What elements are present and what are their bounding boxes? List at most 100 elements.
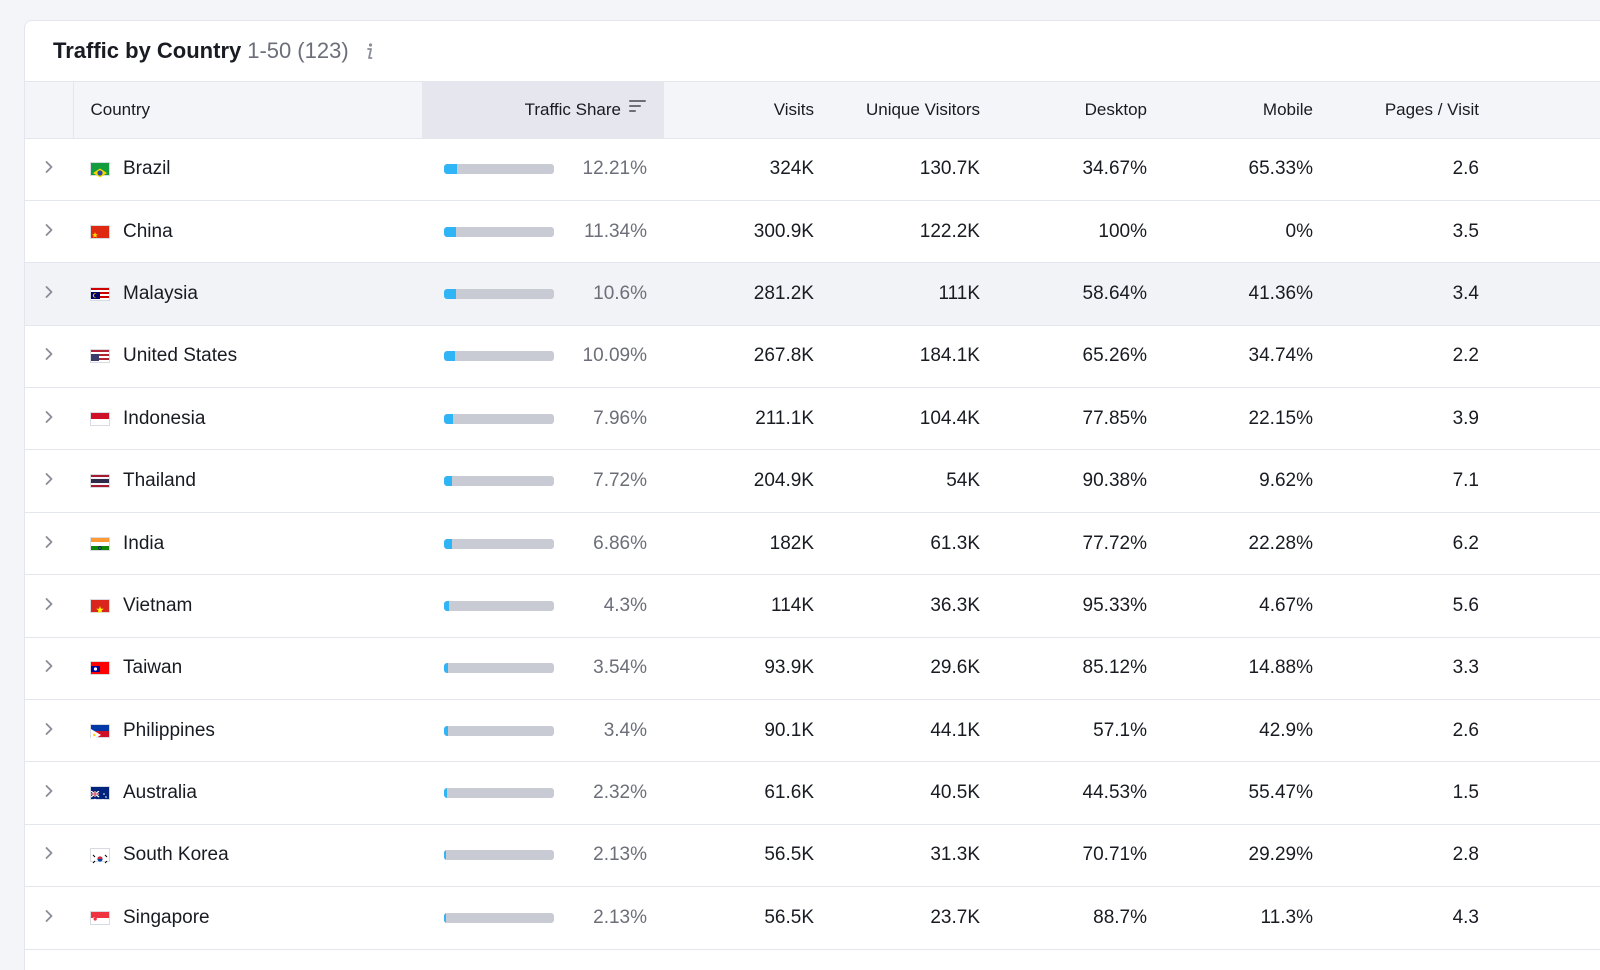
desktop-value: 88.7%	[997, 886, 1164, 950]
chevron-right-icon[interactable]	[44, 533, 54, 554]
desktop-value: 77.72%	[997, 512, 1164, 576]
table-row-india[interactable]: India 6.86% 182K 61.3K 77.72% 22.28% 6.2	[25, 512, 1600, 576]
chevron-right-icon[interactable]	[44, 782, 54, 803]
unique-visitors-value: 54K	[831, 449, 997, 513]
visits-value: 93.9K	[664, 637, 831, 701]
table-header-row: Country Traffic Share Visits Unique Visi…	[25, 82, 1600, 139]
pages-visit-value: 2.8	[1330, 824, 1496, 888]
chevron-right-icon[interactable]	[44, 470, 54, 491]
expand-cell[interactable]	[25, 512, 73, 576]
desktop-value: 77.85%	[997, 387, 1164, 451]
column-header-traffic-share[interactable]: Traffic Share	[422, 82, 664, 139]
visits-value: 182K	[664, 512, 831, 576]
traffic-share-bar-fill	[444, 351, 456, 362]
chevron-right-icon[interactable]	[44, 283, 54, 304]
table-row-philippines[interactable]: Philippines 3.4% 90.1K 44.1K 57.1% 42.9%…	[25, 699, 1600, 763]
expand-cell[interactable]	[25, 262, 73, 326]
spacer-cell	[1496, 387, 1600, 451]
table-row-malaysia[interactable]: Malaysia 10.6% 281.2K 111K 58.64% 41.36%…	[25, 262, 1600, 326]
expand-cell[interactable]	[25, 824, 73, 888]
desktop-value: 90.38%	[997, 449, 1164, 513]
flag-au-icon	[90, 786, 110, 802]
unique-visitors-value: 36.3K	[831, 574, 997, 638]
table-row-australia[interactable]: Australia 2.32% 61.6K 40.5K 44.53% 55.47…	[25, 761, 1600, 825]
column-header-pages-visit[interactable]: Pages / Visit	[1330, 82, 1496, 139]
traffic-share-bar-fill	[444, 226, 457, 237]
spacer-cell	[1496, 886, 1600, 950]
spacer-cell	[1496, 200, 1600, 264]
expand-cell[interactable]	[25, 387, 73, 451]
unique-visitors-value: 40.5K	[831, 761, 997, 825]
table-row-thailand[interactable]: Thailand 7.72% 204.9K 54K 90.38% 9.62% 7…	[25, 449, 1600, 513]
traffic-share-cell: 2.13%	[422, 824, 664, 888]
table-row-taiwan[interactable]: Taiwan 3.54% 93.9K 29.6K 85.12% 14.88% 3…	[25, 637, 1600, 701]
table-row-china[interactable]: China 11.34% 300.9K 122.2K 100% 0% 3.5	[25, 200, 1600, 264]
expand-cell[interactable]	[25, 886, 73, 950]
column-header-visits[interactable]: Visits	[664, 82, 831, 139]
table-row-singapore[interactable]: Singapore 2.13% 56.5K 23.7K 88.7% 11.3% …	[25, 886, 1600, 950]
traffic-share-cell: 3.4%	[422, 699, 664, 763]
mobile-value: 22.15%	[1164, 387, 1330, 451]
country-name: China	[123, 220, 173, 242]
unique-visitors-value: 44.1K	[831, 699, 997, 763]
chevron-right-icon[interactable]	[44, 408, 54, 429]
chevron-right-icon[interactable]	[44, 657, 54, 678]
expand-cell[interactable]	[25, 200, 73, 264]
traffic-share-bar	[444, 164, 554, 175]
chevron-right-icon[interactable]	[44, 720, 54, 741]
expand-cell[interactable]	[25, 761, 73, 825]
desktop-value: 58.64%	[997, 262, 1164, 326]
chevron-right-icon[interactable]	[44, 221, 54, 242]
column-header-traffic-share-label: Traffic Share	[524, 99, 621, 119]
chevron-right-icon[interactable]	[44, 907, 54, 928]
traffic-share-cell: 6.86%	[422, 512, 664, 576]
table-body: Brazil 12.21% 324K 130.7K 34.67% 65.33% …	[25, 138, 1600, 950]
expand-cell[interactable]	[25, 138, 73, 201]
chevron-right-icon[interactable]	[44, 158, 54, 179]
info-icon[interactable]	[361, 41, 377, 61]
country-cell: Thailand	[73, 449, 422, 513]
traffic-share-cell: 10.6%	[422, 262, 664, 326]
country-name: India	[123, 532, 165, 554]
column-header-country[interactable]: Country	[73, 82, 422, 139]
country-name: Malaysia	[123, 282, 198, 304]
desktop-value: 70.71%	[997, 824, 1164, 888]
traffic-share-cell: 7.72%	[422, 449, 664, 513]
expand-cell[interactable]	[25, 574, 73, 638]
desktop-value: 44.53%	[997, 761, 1164, 825]
country-cell: Taiwan	[73, 637, 422, 701]
table-row-brazil[interactable]: Brazil 12.21% 324K 130.7K 34.67% 65.33% …	[25, 138, 1600, 201]
table-row-south-korea[interactable]: South Korea 2.13% 56.5K 31.3K 70.71% 29.…	[25, 824, 1600, 888]
chevron-right-icon[interactable]	[44, 345, 54, 366]
column-header-mobile[interactable]: Mobile	[1164, 82, 1330, 139]
visits-value: 56.5K	[664, 886, 831, 950]
mobile-value: 55.47%	[1164, 761, 1330, 825]
sort-descending-icon[interactable]	[629, 98, 647, 119]
chevron-right-icon[interactable]	[44, 844, 54, 865]
desktop-value: 65.26%	[997, 325, 1164, 389]
expand-cell[interactable]	[25, 699, 73, 763]
expand-cell[interactable]	[25, 325, 73, 389]
column-header-unique-visitors[interactable]: Unique Visitors	[831, 82, 997, 139]
table-row-vietnam[interactable]: Vietnam 4.3% 114K 36.3K 95.33% 4.67% 5.6	[25, 574, 1600, 638]
traffic-share-bar-fill	[444, 413, 453, 424]
country-name: Indonesia	[123, 407, 206, 429]
pages-visit-value: 2.6	[1330, 138, 1496, 201]
expand-cell[interactable]	[25, 637, 73, 701]
table-row-indonesia[interactable]: Indonesia 7.96% 211.1K 104.4K 77.85% 22.…	[25, 387, 1600, 451]
flag-my-icon	[90, 286, 110, 301]
traffic-share-bar-fill	[444, 164, 458, 175]
flag-us-icon	[90, 349, 110, 364]
desktop-value: 57.1%	[997, 699, 1164, 763]
column-header-desktop[interactable]: Desktop	[997, 82, 1164, 139]
visits-value: 204.9K	[664, 449, 831, 513]
unique-visitors-value: 122.2K	[831, 200, 997, 264]
expand-cell[interactable]	[25, 449, 73, 513]
pages-visit-value: 2.6	[1330, 699, 1496, 763]
flag-in-icon	[90, 536, 110, 551]
traffic-share-value: 10.6%	[593, 282, 647, 304]
chevron-right-icon[interactable]	[44, 595, 54, 616]
table-row-united-states[interactable]: United States 10.09% 267.8K 184.1K 65.26…	[25, 325, 1600, 389]
spacer-cell	[1496, 637, 1600, 701]
flag-kr-icon	[90, 848, 110, 864]
